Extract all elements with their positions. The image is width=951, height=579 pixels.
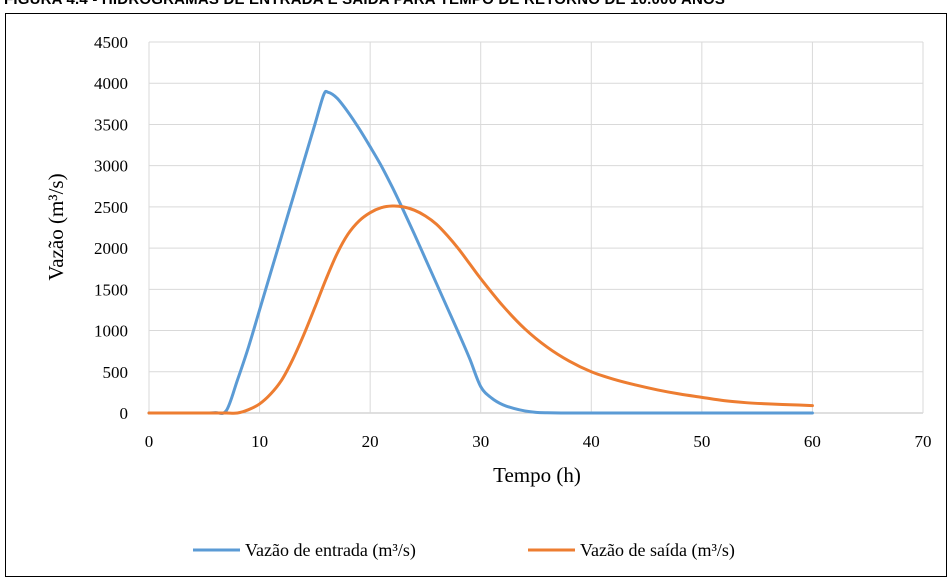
x-tick-label: 40: [583, 432, 600, 451]
figure-caption: FIGURA 4.4 - HIDROGRAMAS DE ENTRADA E SA…: [4, 0, 725, 8]
y-axis-title: Vazão (m³/s): [44, 173, 68, 280]
y-tick-label: 4500: [94, 33, 128, 52]
x-tick-label: 30: [472, 432, 489, 451]
x-tick-labels: 0 10 20 30 40 50 60 70: [145, 432, 932, 451]
y-tick-label: 0: [120, 404, 129, 423]
legend: Vazão de entrada (m³/s) Vazão de saída (m…: [193, 540, 735, 561]
y-tick-label: 1500: [94, 280, 128, 299]
x-tick-label: 10: [251, 432, 268, 451]
y-tick-label: 4000: [94, 74, 128, 93]
x-axis-title: Tempo (h): [493, 463, 581, 487]
outflow-series-line: [147, 204, 814, 415]
y-tick-label: 500: [103, 363, 129, 382]
inflow-series-line: [147, 89, 814, 415]
y-tick-label: 3000: [94, 157, 128, 176]
legend-label: Vazão de entrada (m³/s): [245, 540, 416, 561]
gridlines: [148, 41, 924, 414]
chart-frame: [5, 13, 947, 577]
y-tick-label: 1000: [94, 322, 128, 341]
x-tick-label: 20: [362, 432, 379, 451]
x-tick-label: 50: [693, 432, 710, 451]
x-tick-label: 0: [145, 432, 154, 451]
x-tick-label: 60: [804, 432, 821, 451]
x-tick-label: 70: [915, 432, 932, 451]
legend-label: Vazão de saída (m³/s): [580, 540, 735, 561]
y-tick-label: 3500: [94, 115, 128, 134]
y-tick-label: 2500: [94, 198, 128, 217]
y-tick-labels: 0 500 1000 1500 2000 2500 3000 3500 4000 4500: [94, 33, 128, 423]
y-tick-label: 2000: [94, 239, 128, 258]
series-lines: [147, 89, 814, 415]
